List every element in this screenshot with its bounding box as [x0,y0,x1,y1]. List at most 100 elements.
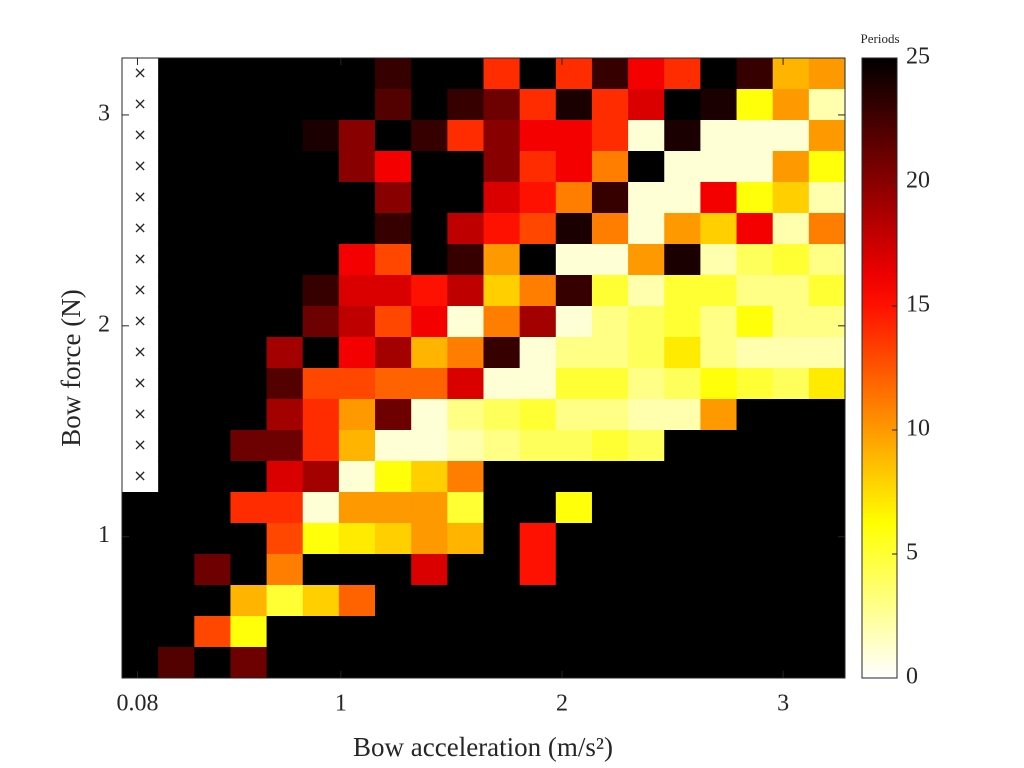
heatmap-cell [772,151,810,183]
heatmap-cell [447,368,484,400]
heatmap-cell [519,213,557,245]
heatmap-cell [591,616,629,648]
heatmap-cell [447,306,484,338]
heatmap-cell [772,616,810,648]
heatmap-cell [736,368,774,400]
heatmap-cell [628,151,665,183]
heatmap-cell [591,58,629,90]
heatmap-cell [808,461,846,493]
heatmap-cell [375,430,412,462]
heatmap-cell [266,399,304,431]
heatmap-cell [447,244,484,276]
heatmap-cell [338,89,376,121]
heatmap-cell [122,523,159,555]
heatmap-cell [772,182,810,214]
heatmap-cell [447,616,484,648]
heatmap-cell [555,399,593,431]
heatmap-cell [375,244,412,276]
heatmap-cell [194,647,231,679]
heatmap-cell [736,151,774,183]
heatmap-cell [736,585,774,617]
heatmap-cell [736,616,774,648]
heatmap-cell [158,244,195,276]
heatmap-cell [158,151,195,183]
heatmap-cell [375,89,412,121]
heatmap-cell [736,492,774,524]
heatmap-cell [194,492,231,524]
heatmap-cell [628,182,665,214]
heatmap-cell [338,337,376,369]
heatmap-cell [628,585,665,617]
heatmap-cell [122,585,159,617]
heatmap-cell [158,89,195,121]
missing-marker: × [133,280,146,299]
heatmap-cell [628,58,665,90]
heatmap-cell [122,647,159,679]
heatmap-cell [483,120,521,152]
heatmap-cell [555,58,593,90]
heatmap-cell [194,585,231,617]
colorbar-tick-label: 5 [906,540,918,566]
heatmap-cell [664,523,701,555]
heatmap-cell [736,120,774,152]
heatmap-cell [411,585,448,617]
heatmap-cell [555,492,593,524]
heatmap-cell [772,647,810,679]
heatmap-cell [736,306,774,338]
heatmap-cell [700,492,738,524]
heatmap-cell [664,461,701,493]
heatmap-cell [591,492,629,524]
heatmap-cell [555,585,593,617]
heatmap-cell [375,492,412,524]
heatmap-cell [664,430,701,462]
heatmap-cell [158,368,195,400]
heatmap-cell [664,554,701,586]
heatmap-cell [375,647,412,679]
heatmap-cell [700,306,738,338]
heatmap-cell [302,306,340,338]
heatmap-cell [338,213,376,245]
heatmap-cell [808,182,846,214]
heatmap-cell [808,337,846,369]
heatmap-cell [628,120,665,152]
heatmap-cell [266,58,304,90]
heatmap-cell [483,585,521,617]
heatmap-cell [411,89,448,121]
heatmap-cell [808,647,846,679]
heatmap-cell [808,275,846,307]
heatmap-cell [772,306,810,338]
heatmap-cell [302,337,340,369]
colorbar [861,57,898,679]
heatmap-cell [772,554,810,586]
heatmap-cell [664,120,701,152]
heatmap-cell [628,616,665,648]
heatmap-cell [302,213,340,245]
heatmap-cell [483,275,521,307]
heatmap-cell [808,523,846,555]
heatmap-cell [158,461,195,493]
heatmap-cell [447,461,484,493]
y-tick-label: 3 [98,100,110,126]
heatmap-cell [700,647,738,679]
missing-marker: × [133,249,146,268]
heatmap-cell [302,244,340,276]
heatmap-cell [808,58,846,90]
heatmap-cell [700,368,738,400]
missing-marker: × [133,466,146,485]
heatmap-cell [808,89,846,121]
heatmap-cell [302,182,340,214]
heatmap-cell [628,337,665,369]
heatmap-cell [628,275,665,307]
heatmap-cell [628,399,665,431]
heatmap-cell [230,89,268,121]
heatmap-cell [519,585,557,617]
y-tick-label: 1 [98,522,110,548]
heatmap-cell [302,585,340,617]
heatmap-cell [736,647,774,679]
heatmap-cell [664,151,701,183]
heatmap-cell [411,213,448,245]
heatmap-cell [664,616,701,648]
heatmap-cell [591,89,629,121]
heatmap-cell [411,275,448,307]
heatmap-cell [772,399,810,431]
